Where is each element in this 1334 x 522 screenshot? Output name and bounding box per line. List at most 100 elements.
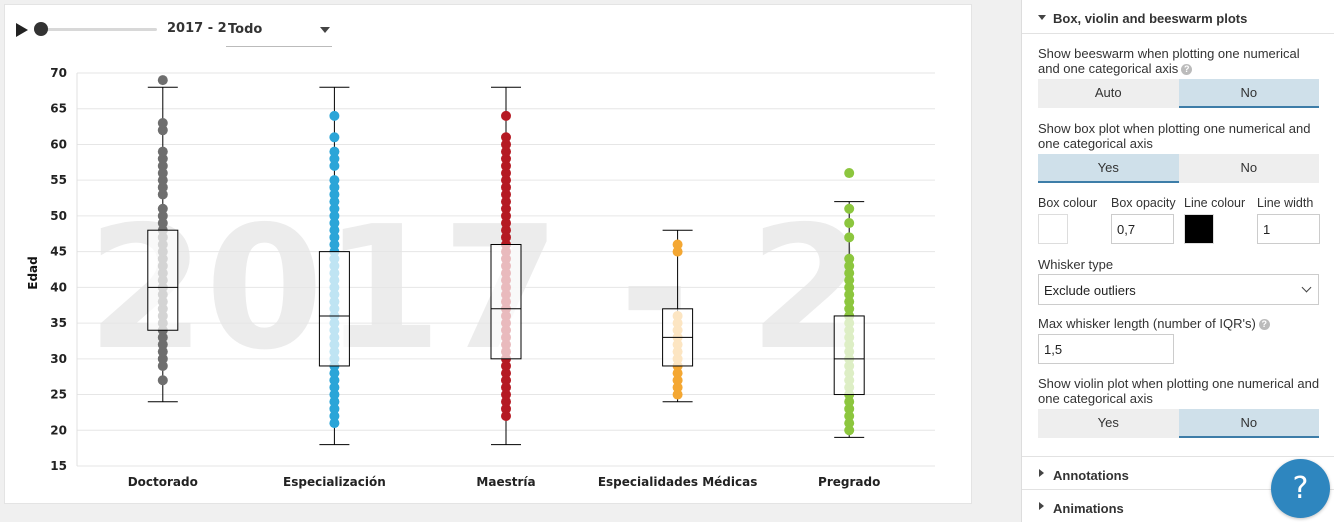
whisker-type-select[interactable]: Exclude outliers	[1038, 274, 1319, 305]
box-iqr	[490, 243, 522, 360]
y-tick-label: 55	[50, 173, 67, 187]
box-group-4	[833, 168, 865, 438]
data-point	[501, 368, 511, 379]
play-icon[interactable]	[15, 22, 29, 38]
box-opacity-input[interactable]: 0,7	[1111, 214, 1174, 244]
y-tick-label: 25	[50, 388, 67, 402]
data-point	[501, 203, 511, 214]
data-point	[329, 396, 340, 407]
data-point	[844, 275, 855, 286]
info-icon[interactable]: ?	[1181, 64, 1193, 76]
beeswarm-toggle: Auto No	[1038, 79, 1319, 108]
max-whisker-option-label: Max whisker length (number of IQR's)?	[1038, 316, 1270, 331]
data-point	[329, 418, 340, 429]
data-point	[157, 160, 168, 171]
settings-panel: Box, violin and beeswarm plots Show bees…	[1021, 0, 1334, 522]
annotations-title: Annotations	[1053, 468, 1129, 483]
violin-option-yes[interactable]: Yes	[1038, 409, 1179, 438]
info-icon[interactable]: ?	[1258, 319, 1270, 331]
data-point	[329, 210, 340, 221]
data-point	[329, 110, 340, 121]
y-tick-label: 40	[50, 280, 67, 294]
boxplot-option-no[interactable]: No	[1178, 154, 1319, 183]
data-point	[501, 196, 511, 207]
whisker-type-label: Whisker type	[1038, 257, 1114, 272]
data-point	[501, 389, 511, 400]
data-point	[157, 118, 168, 129]
data-point	[844, 418, 855, 429]
data-point	[844, 168, 855, 179]
box-opacity-label: Box opacity	[1111, 196, 1176, 210]
line-colour-label: Line colour	[1184, 196, 1246, 210]
data-point	[844, 403, 855, 414]
y-tick-label: 45	[50, 245, 67, 259]
data-point	[157, 146, 168, 157]
x-category-label: Maestría	[476, 475, 535, 489]
data-point	[501, 175, 511, 186]
data-point	[329, 132, 340, 143]
data-point	[157, 346, 168, 357]
data-point	[157, 360, 168, 371]
section-header-box-violin-beeswarm[interactable]: Box, violin and beeswarm plots	[1022, 0, 1334, 34]
data-point	[329, 375, 340, 386]
watermark-period: 2017 - 2	[87, 190, 867, 388]
data-point	[157, 339, 168, 350]
violin-option-no[interactable]: No	[1178, 409, 1319, 438]
data-point	[501, 210, 511, 221]
whisker-type-value: Exclude outliers	[1044, 283, 1136, 298]
data-point	[501, 153, 511, 164]
data-point	[157, 332, 168, 343]
data-point	[329, 218, 340, 229]
data-point	[672, 389, 683, 400]
x-category-label: Pregrado	[818, 475, 880, 489]
data-point	[329, 146, 340, 157]
data-point	[329, 403, 340, 414]
timeline-slider-track[interactable]	[43, 28, 157, 31]
line-width-input[interactable]: 1	[1257, 214, 1320, 244]
data-point	[672, 246, 683, 257]
data-point	[501, 146, 511, 157]
box-colour-label: Box colour	[1038, 196, 1098, 210]
x-axis: Doctorado Especialización Maestría Especial…	[128, 475, 881, 489]
timeline-slider-handle[interactable]	[34, 22, 48, 36]
data-point	[329, 225, 340, 236]
data-point	[844, 396, 855, 407]
beeswarm-option-auto[interactable]: Auto	[1038, 79, 1179, 108]
max-whisker-label-text: Max whisker length (number of IQR's)	[1038, 316, 1256, 331]
data-point	[501, 360, 511, 371]
beeswarm-option-label: Show beeswarm when plotting one numerica…	[1038, 46, 1323, 76]
filter-dropdown[interactable]: Todo	[226, 17, 332, 47]
data-point	[844, 303, 855, 314]
x-category-label: Especialidades Médicas	[598, 475, 758, 489]
help-button[interactable]: ?	[1271, 459, 1330, 518]
boxplot-option-label: Show box plot when plotting one numerica…	[1038, 121, 1311, 151]
data-point	[157, 375, 168, 386]
boxplot-option-yes[interactable]: Yes	[1038, 154, 1179, 183]
line-colour-swatch[interactable]	[1184, 214, 1214, 244]
data-point	[501, 168, 511, 179]
data-point	[329, 232, 340, 243]
box-group-0	[147, 75, 179, 403]
y-tick-label: 65	[50, 102, 67, 116]
box-plot-chart: 2017 - 2 15 20 25 30 35 40 45 50 55 60 65 70 Doctor…	[26, 66, 935, 489]
box-group-2	[490, 86, 522, 446]
data-point	[329, 196, 340, 207]
max-whisker-input[interactable]: 1,5	[1038, 334, 1174, 364]
data-point	[157, 203, 168, 214]
caret-right-icon	[1039, 469, 1044, 477]
data-point	[672, 375, 683, 386]
y-tick-label: 35	[50, 316, 67, 330]
boxplot-toggle: Yes No	[1038, 154, 1319, 183]
box-colour-swatch[interactable]	[1038, 214, 1068, 244]
data-point	[157, 218, 168, 229]
data-point	[501, 110, 511, 121]
x-category-label: Doctorado	[128, 475, 198, 489]
caret-down-icon	[1038, 15, 1046, 20]
data-point	[501, 139, 511, 150]
period-label: 2017 - 2	[167, 21, 227, 36]
beeswarm-option-no[interactable]: No	[1178, 79, 1319, 108]
data-point	[844, 425, 855, 436]
data-point	[844, 203, 855, 214]
data-point	[329, 203, 340, 214]
data-point	[844, 282, 855, 293]
